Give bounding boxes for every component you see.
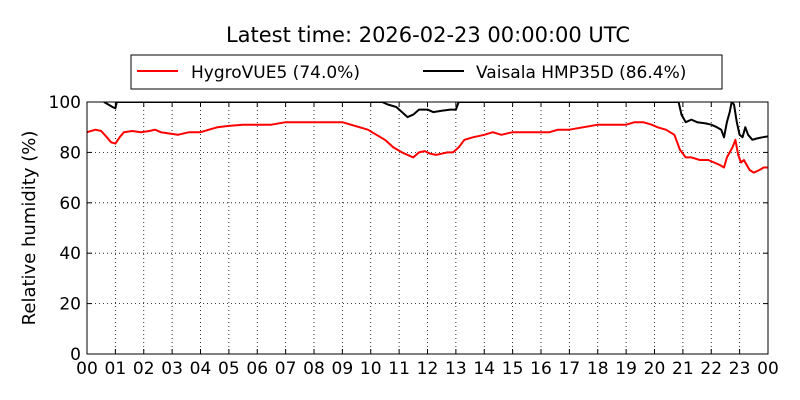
series-line-hygrovue5 [87,121,768,174]
chart-title: Latest time: 2026-02-23 00:00:00 UTC [226,23,630,47]
x-tick-label: 08 [303,359,325,379]
x-tick-label: 06 [246,359,268,379]
series-line-hmp35d [103,102,768,141]
y-axis-label: Relative humidity (%) [19,131,40,326]
x-tick-label: 01 [105,359,127,379]
x-tick-label: 02 [133,359,155,379]
grid [87,102,768,354]
x-tick-label: 04 [190,359,212,379]
y-tick-label: 100 [49,93,81,113]
x-tick-label: 16 [530,359,552,379]
x-tick-label: 00 [757,359,779,379]
x-tick-label: 22 [700,359,722,379]
x-tick-label: 21 [672,359,694,379]
x-tick-label: 03 [161,359,183,379]
y-tick-label: 40 [59,244,81,264]
axis-ticks: 00 01 02 03 04 05 06 07 08 09 10 11 12 13 14 15 16 17 18 19… [49,93,779,379]
x-tick-label: 10 [360,359,382,379]
y-tick-label: 60 [59,194,81,214]
x-tick-label: 14 [473,359,495,379]
x-tick-label: 15 [502,359,524,379]
x-tick-label: 11 [388,359,410,379]
legend-label-hmp35d: Vaisala HMP35D (86.4%) [476,63,686,83]
legend-label-hygrovue5: HygroVUE5 (74.0%) [191,63,360,83]
y-tick-label: 80 [59,143,81,163]
plot-frame [86,101,769,355]
x-tick-label: 05 [218,359,240,379]
x-tick-label: 20 [644,359,666,379]
x-tick-label: 23 [729,359,751,379]
x-tick-label: 09 [332,359,354,379]
series-lines [87,102,768,174]
x-tick-label: 07 [275,359,297,379]
x-tick-label: 17 [559,359,581,379]
y-tick-label: 0 [70,345,81,365]
x-tick-label: 12 [417,359,439,379]
legend: HygroVUE5 (74.0%) Vaisala HMP35D (86.4%) [130,54,723,90]
x-tick-label: 13 [445,359,467,379]
y-tick-label: 20 [59,295,81,315]
x-tick-label: 00 [76,359,98,379]
x-tick-label: 19 [615,359,637,379]
x-tick-label: 18 [587,359,609,379]
